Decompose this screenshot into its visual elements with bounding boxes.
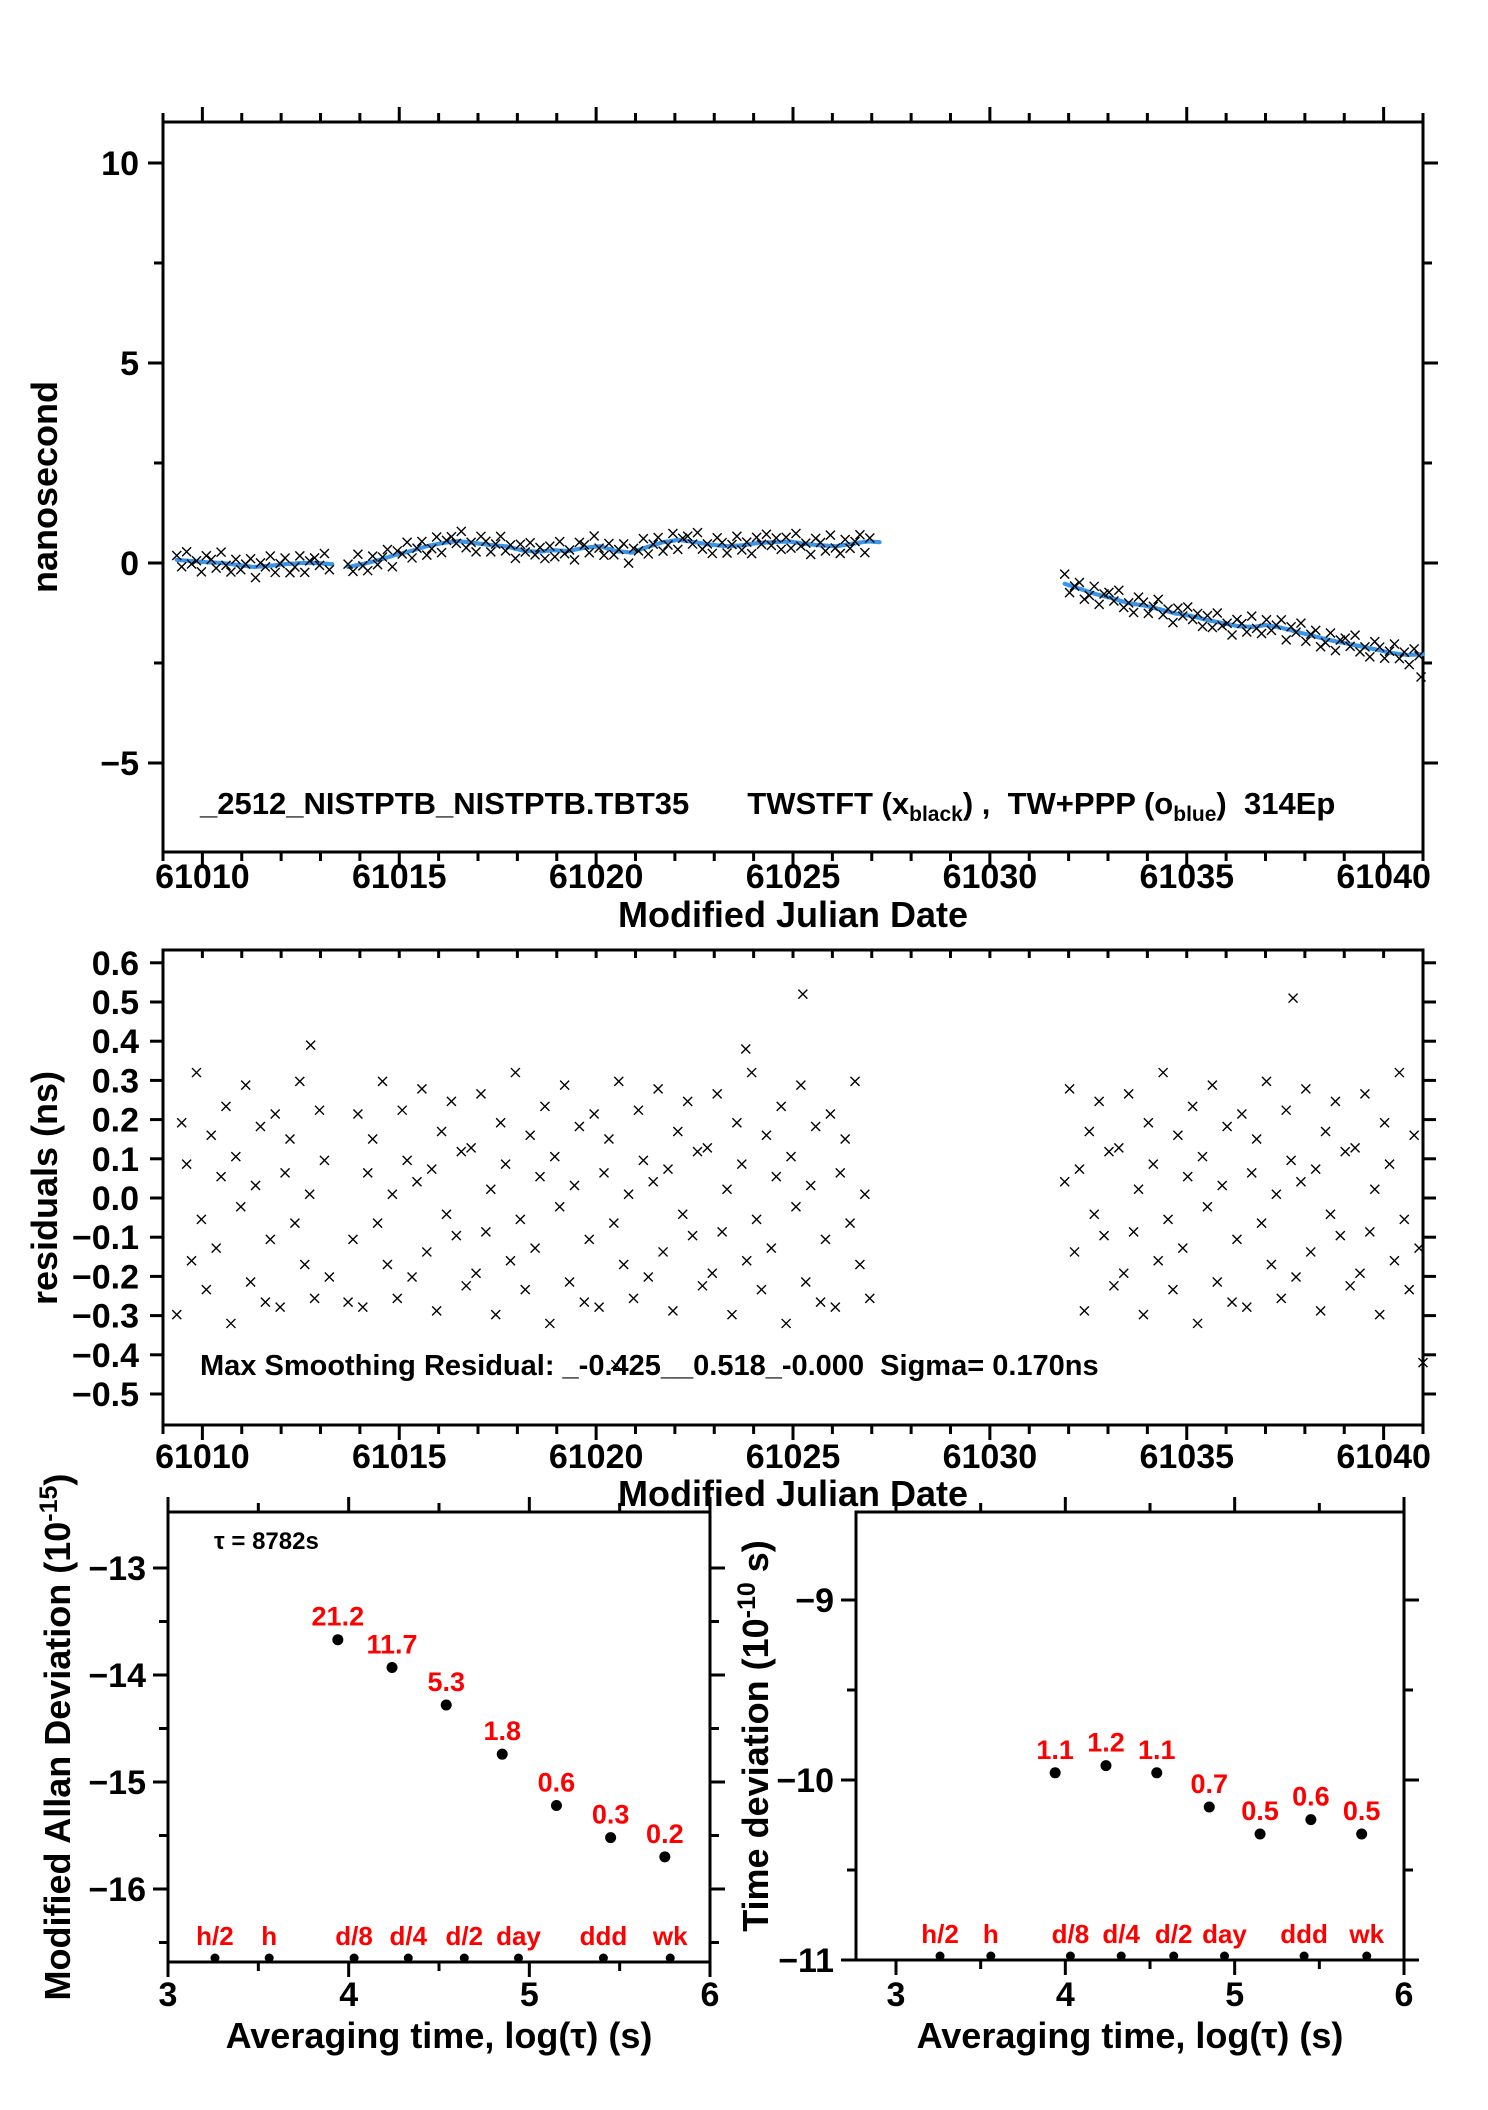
point-value-label: 1.1 [1036,1735,1074,1765]
point-value-label: 0.5 [1343,1796,1381,1826]
y-tick-label: −0.3 [72,1298,139,1336]
point-value-label: 1.2 [1087,1728,1125,1758]
tw-ppp-smoothed-series [174,537,1426,658]
y-tick-label: 0.1 [92,1141,139,1179]
y-axis-title: nanosecond [24,381,65,593]
x-axis-title: Modified Julian Date [618,1473,968,1514]
tdev-chart: 3 4 5 6 −9 −10 −11 Averaging time, log(τ) (s) Ti… [733,1497,1419,2056]
plot-title-series1-sub: black [909,803,963,827]
ref-tau-label: d/8 [335,1921,373,1951]
plot-title: _2512_NISTPTB_NISTPTB.TBT35 TWSTFT (xblac… [200,786,1335,827]
y-tick-label: 0.6 [92,945,139,983]
mdev-chart-ref-marks: h/2 h d/8 d/4 d/2 day ddd wk [196,1921,688,1963]
x-tick-label: 61015 [352,1438,447,1476]
tdev-chart-ref-marks: h/2 h d/8 d/4 d/2 day ddd wk [921,1919,1385,1961]
ref-tau-label: day [1202,1919,1247,1949]
y-tick-label: −16 [88,1871,146,1909]
plot-title-epochs: ) 314Ep [1216,786,1336,821]
y-tick-label: −0.5 [72,1376,139,1414]
ref-tau-label: wk [1348,1919,1384,1949]
y-tick-label: −15 [88,1764,146,1802]
y-tick-label: 0 [120,545,139,583]
y-tick-label: −11 [778,1942,834,1980]
ref-tau-label: h [983,1919,999,1949]
point-value-label: 0.6 [1292,1782,1330,1812]
y-tick-label: −0.1 [72,1219,139,1257]
x-tick-label: 61025 [746,1438,841,1476]
y-axis-title: Modified Allan Deviation (10-15) [35,1474,78,2001]
ref-tau-label: h/2 [196,1921,234,1951]
ref-tau-label: d/2 [1155,1919,1193,1949]
point-value-label: 0.3 [592,1800,630,1830]
x-tick-label: 5 [520,1976,539,2014]
x-tick-label: 61010 [155,1438,250,1476]
y-tick-label: −9 [795,1582,834,1620]
point-value-label: 0.5 [1241,1796,1279,1826]
plot-title-series1: TWSTFT (x [747,786,910,821]
y-axis-title: residuals (ns) [24,1071,65,1305]
x-axis-title: Averaging time, log(τ) (s) [917,2015,1344,2056]
ref-tau-label: ddd [1280,1919,1328,1949]
mdev-chart: 3 4 5 6 −13 −14 −15 −16 Averaging time, log(τ) (… [35,1474,725,2056]
mdev-chart-points: 21.211.7 5.3 1.8 0.6 0.3 0.2 [312,1602,684,1863]
y-tick-label: 0.0 [92,1180,139,1218]
x-tick-label: 5 [1225,1976,1244,2014]
x-tick-label: 4 [339,1976,358,2014]
y-tick-label: −0.2 [72,1258,139,1296]
ref-tau-label: ddd [580,1921,628,1951]
ref-tau-label: h/2 [921,1919,959,1949]
mjd-axis-ticks [161,950,1425,1440]
plot-title-series2: ) , TW+PPP (o [962,786,1174,821]
point-value-label: 5.3 [427,1667,465,1697]
ref-tau-label: wk [652,1921,688,1951]
ref-tau-label: d/8 [1052,1919,1090,1949]
y-tick-label: 0.5 [92,984,139,1022]
plot-title-file: _2512_NISTPTB_NISTPTB.TBT35 [200,786,690,821]
x-axis-title: Modified Julian Date [618,894,968,935]
x-axis-title: Averaging time, log(τ) (s) [226,2015,653,2056]
point-value-label: 0.2 [646,1819,684,1849]
point-value-label: 0.7 [1190,1769,1228,1799]
x-tick-label: 3 [159,1976,178,2014]
y-tick-label: −14 [88,1657,146,1695]
smoothing-residual-note: Max Smoothing Residual: _-0.425__0.518_-… [200,1350,1099,1382]
y-tick-label: −5 [100,745,139,783]
point-value-label: 1.1 [1138,1735,1176,1765]
x-tick-label: 6 [701,1976,720,2014]
x-tick-label: 61035 [1139,1438,1234,1476]
x-tick-label: 61030 [943,1438,1038,1476]
y-tick-label: 5 [120,345,139,383]
twstft-scatter-series [171,526,1427,682]
point-value-label: 11.7 [366,1630,417,1660]
y-tick-label: −13 [88,1550,146,1588]
y-axis-title: Time deviation (10-10 s) [733,1540,776,1932]
y-tick-label: −0.4 [72,1337,139,1375]
ref-tau-label: d/4 [389,1921,427,1951]
x-tick-label: 61040 [1336,1438,1431,1476]
point-value-label: 0.6 [538,1768,576,1798]
residuals-chart: 0.60.50.40.30.20.10.0−0.1−0.2−0.3−0.4−0.… [24,945,1436,1514]
ref-tau-label: d/2 [446,1921,484,1951]
x-tick-label: 61020 [549,1438,644,1476]
plot-title-series2-sub: blue [1173,803,1217,827]
y-tick-label: 0.2 [92,1102,139,1140]
point-value-label: 21.2 [312,1602,365,1632]
ref-tau-label: day [496,1921,541,1951]
residuals-scatter-series [171,989,1428,1370]
x-tick-label: 3 [887,1976,906,2014]
y-tick-label: 0.4 [92,1023,139,1061]
ref-tau-label: h [261,1921,277,1951]
ref-tau-label: d/4 [1102,1919,1140,1949]
y-tick-label: 0.3 [92,1062,139,1100]
y-tick-label: −10 [776,1762,834,1800]
mjd-axis-ticks [161,107,1425,867]
tdev-chart-points: 1.1 1.2 1.1 0.7 0.5 0.6 0.5 [1036,1728,1380,1840]
tau-annotation: τ = 8782s [214,1528,319,1555]
y-tick-label: 10 [101,145,139,183]
x-tick-label: 6 [1395,1976,1414,2014]
x-tick-label: 4 [1056,1976,1075,2014]
point-value-label: 1.8 [483,1716,521,1746]
